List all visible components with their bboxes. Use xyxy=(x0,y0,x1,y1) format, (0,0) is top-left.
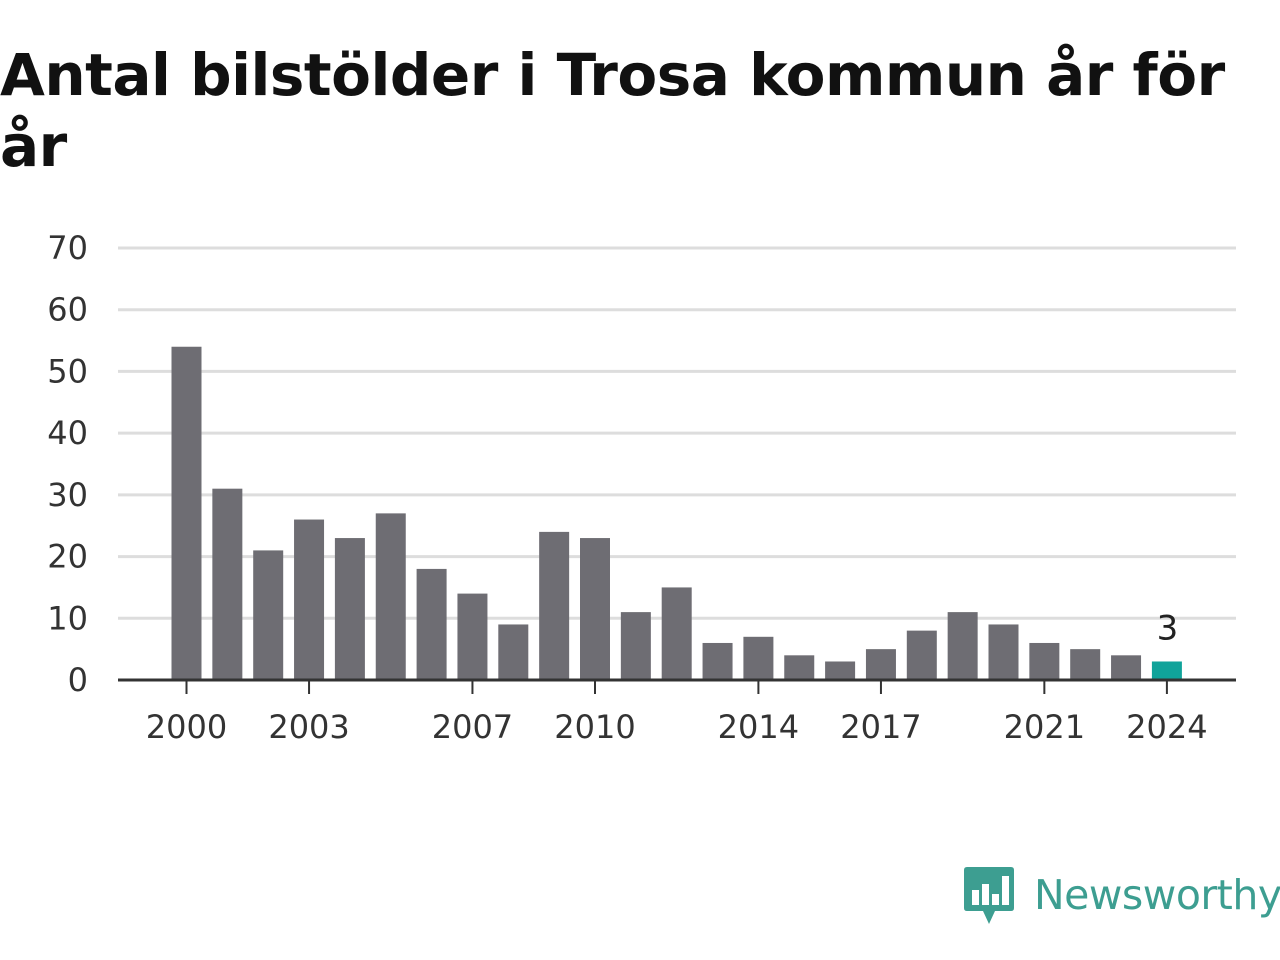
brand-logo: Newsworthy xyxy=(964,862,1280,928)
data-labels: 3 xyxy=(1157,608,1179,648)
bar-2020 xyxy=(988,624,1019,680)
bar-2010 xyxy=(580,538,610,680)
bar-2018 xyxy=(906,630,937,680)
x-tick-label: 2010 xyxy=(554,708,635,746)
bar-2015 xyxy=(784,655,815,680)
x-tick-label: 2024 xyxy=(1126,708,1207,746)
bar-2016 xyxy=(825,661,856,680)
bar-2001 xyxy=(212,488,243,680)
x-tick-label: 2007 xyxy=(432,708,513,746)
y-axis-labels: 0 10 20 30 40 50 60 70 xyxy=(47,229,88,699)
bars xyxy=(171,346,1182,680)
x-axis: 2000 2003 2007 2010 2014 2017 2021 2024 xyxy=(118,678,1236,746)
bar-2024 xyxy=(1151,661,1182,680)
bar-2004 xyxy=(334,538,365,680)
bar-2014 xyxy=(743,636,774,680)
x-tick-label: 2017 xyxy=(840,708,921,746)
bar-2008 xyxy=(498,624,529,680)
x-tick-label: 2014 xyxy=(718,708,799,746)
gridlines xyxy=(118,246,1236,620)
bar-2012 xyxy=(661,587,692,680)
newsworthy-logo-icon xyxy=(964,867,1014,924)
bar-2019 xyxy=(947,612,978,680)
bar-2000 xyxy=(171,346,202,680)
bar-2011 xyxy=(620,612,651,680)
bar-2017 xyxy=(865,649,896,680)
x-tick-label: 2021 xyxy=(1004,708,1085,746)
bar-2013 xyxy=(702,642,733,680)
bar-2002 xyxy=(253,550,284,680)
bar-2009 xyxy=(539,531,570,680)
data-label-2024: 3 xyxy=(1157,608,1179,648)
x-tick-label: 2003 xyxy=(268,708,349,746)
bar-2023 xyxy=(1111,655,1142,680)
y-tick-label: 10 xyxy=(47,599,88,637)
y-tick-label: 40 xyxy=(47,414,88,452)
bar-2021 xyxy=(1029,642,1060,680)
bar-2007 xyxy=(457,593,488,680)
y-tick-label: 50 xyxy=(47,352,88,390)
bar-2022 xyxy=(1070,649,1101,680)
x-tick-label: 2000 xyxy=(146,708,227,746)
y-tick-label: 70 xyxy=(47,229,88,267)
chart-title: Antal bilstölder i Trosa kommun år för å… xyxy=(0,41,1225,180)
bar-2006 xyxy=(416,568,447,680)
y-tick-label: 0 xyxy=(68,661,88,699)
brand-name: Newsworthy xyxy=(1034,871,1280,919)
y-tick-label: 30 xyxy=(47,476,88,514)
y-tick-label: 60 xyxy=(47,291,88,329)
bar-2005 xyxy=(375,513,406,680)
y-tick-label: 20 xyxy=(47,538,88,576)
bar-2003 xyxy=(294,519,325,680)
